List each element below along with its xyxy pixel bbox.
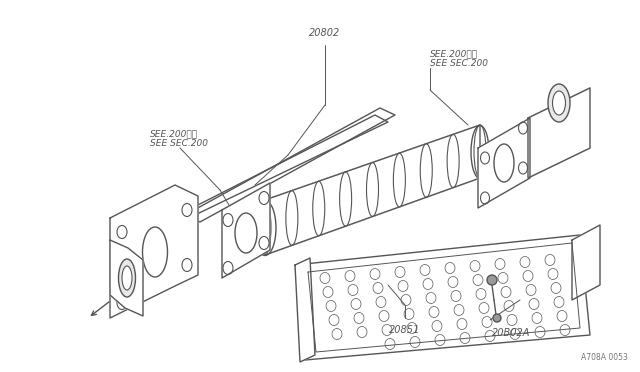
Ellipse shape — [122, 266, 132, 290]
Polygon shape — [222, 183, 270, 278]
Text: A708A 0053: A708A 0053 — [581, 353, 628, 362]
Text: SEE SEC.200: SEE SEC.200 — [150, 139, 208, 148]
Polygon shape — [295, 258, 315, 362]
Polygon shape — [572, 225, 600, 300]
Text: SEE SEC.200: SEE SEC.200 — [430, 59, 488, 68]
Polygon shape — [265, 125, 480, 255]
Text: FRONT: FRONT — [122, 280, 159, 290]
Ellipse shape — [118, 259, 136, 297]
Polygon shape — [478, 118, 530, 208]
Text: 20851: 20851 — [389, 325, 420, 335]
Polygon shape — [110, 240, 143, 316]
Text: SEE.200参照: SEE.200参照 — [430, 49, 478, 58]
Text: 20B02A: 20B02A — [492, 328, 531, 338]
Polygon shape — [528, 88, 590, 178]
Ellipse shape — [493, 314, 501, 322]
Polygon shape — [185, 108, 395, 222]
Text: 20802: 20802 — [309, 28, 340, 38]
Ellipse shape — [254, 201, 276, 256]
Text: SEE.200参照: SEE.200参照 — [150, 129, 198, 138]
Polygon shape — [110, 185, 198, 318]
Ellipse shape — [487, 275, 497, 285]
Ellipse shape — [548, 84, 570, 122]
Ellipse shape — [471, 125, 489, 179]
Ellipse shape — [552, 91, 566, 115]
Polygon shape — [295, 235, 590, 360]
